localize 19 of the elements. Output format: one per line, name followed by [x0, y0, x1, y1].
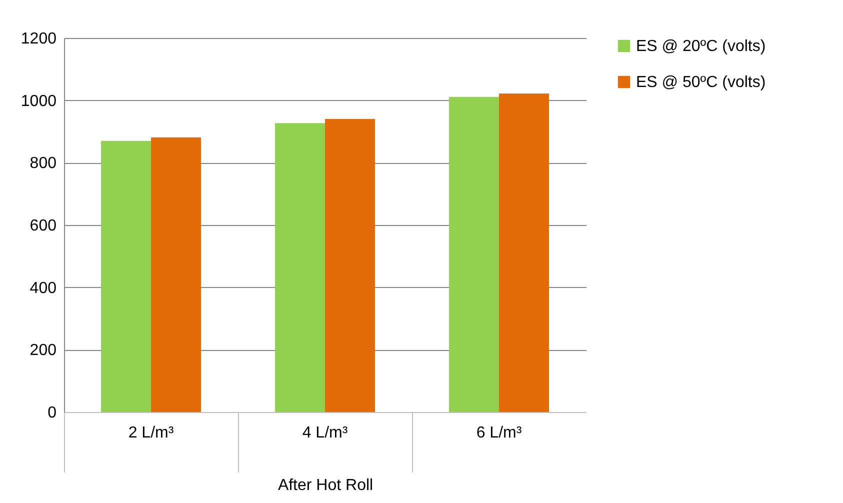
bar — [499, 93, 549, 412]
y-tick-label: 600 — [30, 218, 57, 234]
x-axis-title: After Hot Roll — [278, 477, 374, 494]
y-tick-label: 200 — [30, 342, 57, 360]
y-tick-label: 400 — [30, 280, 57, 297]
bar — [325, 119, 375, 412]
x-tick-label: 2 L/m³ — [128, 424, 174, 442]
bar — [101, 140, 151, 412]
y-tick-label: 1200 — [20, 30, 57, 48]
x-tick-label: 6 L/m³ — [476, 424, 522, 442]
bar — [151, 137, 201, 412]
x-tick-label: 4 L/m³ — [302, 424, 348, 442]
legend-label: ES @ 50ºC (volts) — [636, 74, 766, 91]
y-tick-label: 1000 — [20, 92, 57, 110]
bar — [275, 123, 325, 412]
y-tick-label: 800 — [30, 155, 57, 172]
legend-label: ES @ 20ºC (volts) — [636, 38, 766, 55]
bar — [449, 96, 499, 412]
y-tick-label: 0 — [48, 404, 57, 422]
